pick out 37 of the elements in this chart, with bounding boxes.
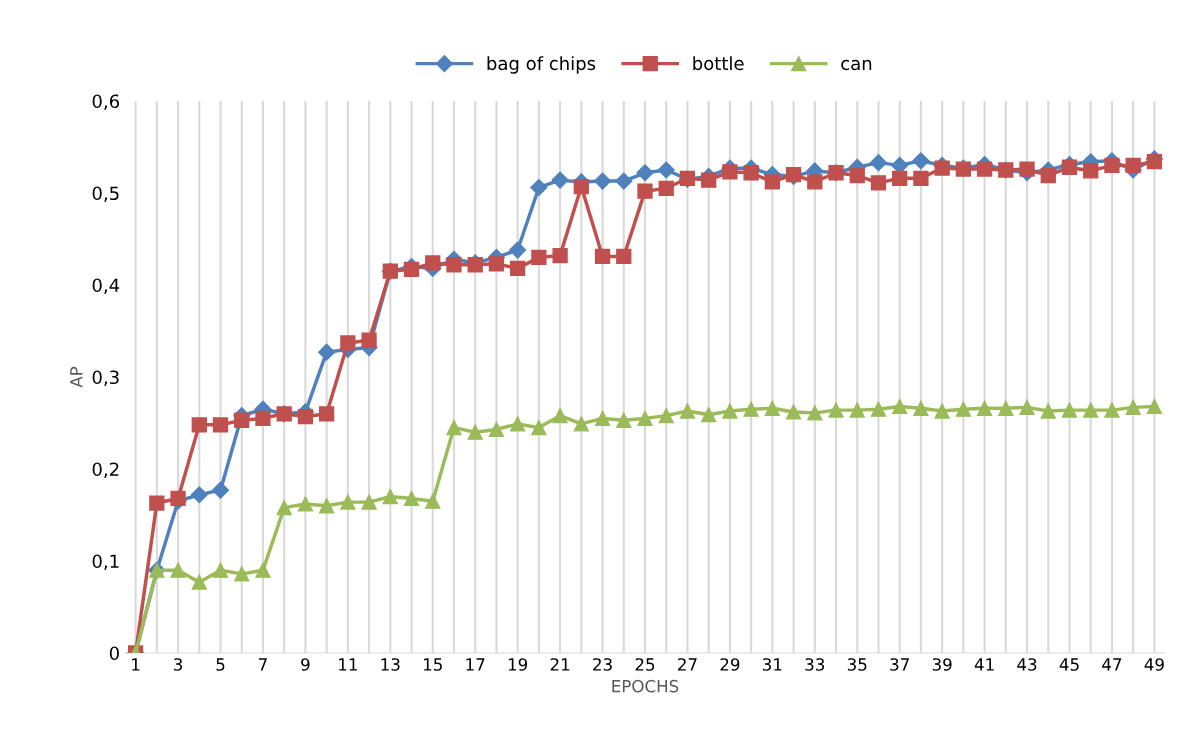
x-tick-label: 47: [1102, 658, 1122, 671]
x-tick-label: 35: [847, 658, 867, 671]
x-tick-label: 9: [301, 658, 310, 671]
x-tick-label: 39: [932, 658, 952, 671]
y-tick-label: 0,1: [92, 554, 119, 570]
x-axis-title: EPOCHS: [612, 679, 679, 693]
x-tick-label: 27: [678, 658, 697, 671]
y-tick-label: 0,2: [92, 462, 119, 478]
y-tick-label: 0,6: [92, 94, 119, 110]
x-tick-label: 21: [550, 658, 570, 671]
x-tick-label: 29: [720, 658, 740, 671]
legend-label: bottle: [693, 56, 744, 71]
x-tick-label: 37: [890, 658, 909, 671]
x-tick-label: 41: [974, 658, 994, 671]
x-tick-label: 43: [1017, 658, 1037, 671]
x-tick-label: 15: [423, 658, 442, 671]
x-tick-label: 31: [763, 658, 782, 671]
x-tick-label: 49: [1144, 658, 1164, 671]
y-tick-label: 0,4: [92, 278, 120, 294]
x-tick-label: 17: [466, 658, 485, 671]
x-tick-label: 1: [132, 658, 140, 671]
legend-label: bag of chips: [487, 56, 596, 74]
y-tick-label: 0,3: [92, 370, 119, 386]
y-tick-label: 0: [109, 646, 119, 661]
x-tick-label: 23: [593, 658, 612, 671]
x-tick-label: 33: [805, 658, 825, 671]
legend-label: can: [841, 59, 872, 71]
x-tick-label: 25: [635, 658, 655, 671]
x-tick-label: 45: [1059, 658, 1079, 671]
x-tick-label: 7: [259, 658, 267, 671]
x-tick-label: 3: [174, 658, 183, 671]
y-axis-title: AP: [70, 366, 83, 388]
x-tick-label: 11: [339, 658, 357, 671]
x-tick-label: 5: [216, 658, 225, 671]
x-tick-label: 13: [381, 658, 400, 671]
y-tick-label: 0,5: [92, 186, 119, 202]
x-tick-label: 19: [508, 658, 528, 671]
